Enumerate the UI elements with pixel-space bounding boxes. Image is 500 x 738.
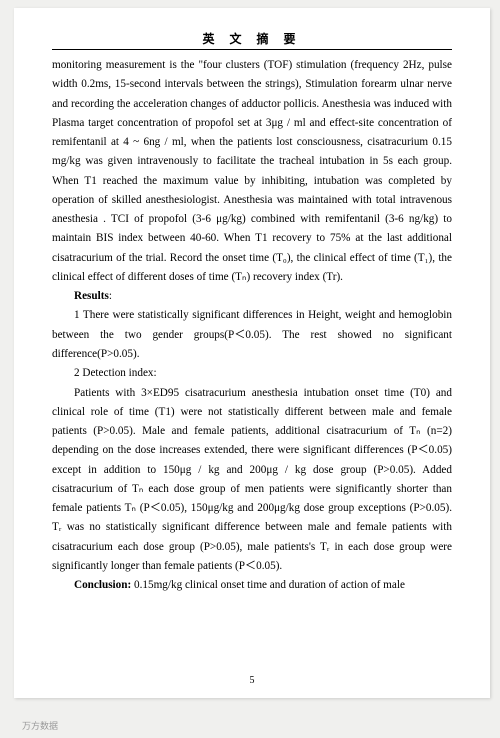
body-text: monitoring measurement is the "four clus… [52,56,452,595]
conclusion-label: Conclusion: [74,579,131,591]
paragraph-results-1: 1 There were statistically significant d… [52,306,452,364]
page: 英 文 摘 要 monitoring measurement is the "f… [14,8,490,698]
paragraph-detection-body: Patients with 3×ED95 cisatracurium anest… [52,384,452,577]
paragraph-intro: monitoring measurement is the "four clus… [52,56,452,287]
results-label: Results [74,290,109,302]
paragraph-detection-heading: 2 Detection index: [52,364,452,383]
conclusion-text: 0.15mg/kg clinical onset time and durati… [131,579,405,591]
watermark: 万方数据 [22,719,58,732]
results-heading: Results: [52,287,452,306]
page-number: 5 [14,675,490,686]
page-header: 英 文 摘 要 [52,30,452,50]
paragraph-conclusion: Conclusion: 0.15mg/kg clinical onset tim… [52,576,452,595]
